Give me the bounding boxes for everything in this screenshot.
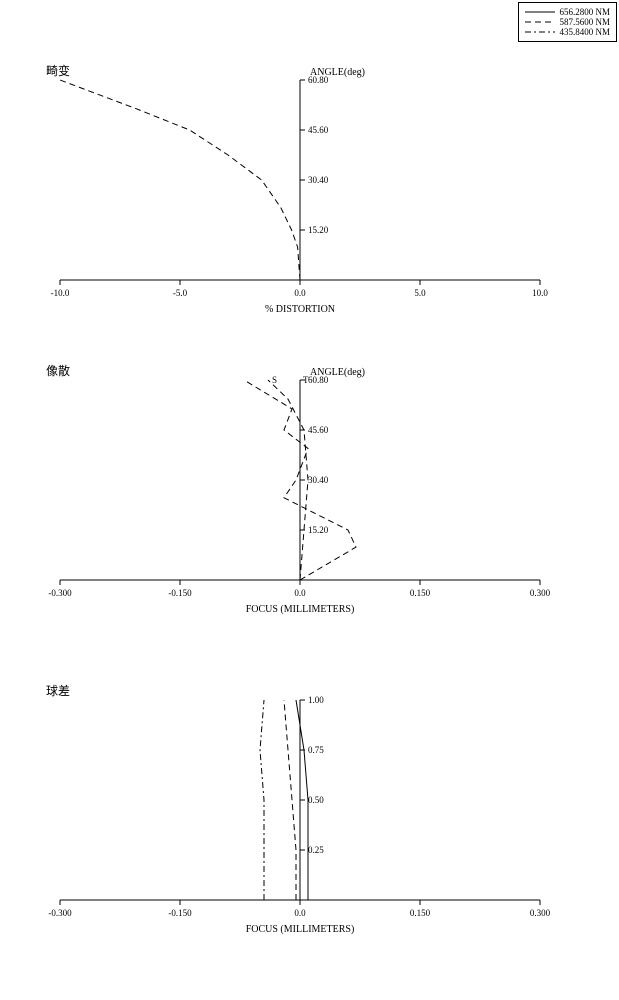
- svg-text:60.80: 60.80: [308, 75, 329, 85]
- astigmatism-chart: 像散ANGLE(deg)ST15.2030.4045.6060.80-0.300…: [10, 350, 610, 635]
- svg-text:畸变: 畸变: [46, 63, 70, 78]
- svg-text:FOCUS (MILLIMETERS): FOCUS (MILLIMETERS): [246, 924, 355, 935]
- svg-text:% DISTORTION: % DISTORTION: [265, 304, 335, 315]
- svg-text:0.0: 0.0: [294, 288, 306, 298]
- svg-text:-5.0: -5.0: [173, 288, 188, 298]
- svg-text:60.80: 60.80: [308, 375, 329, 385]
- svg-text:0.0: 0.0: [294, 588, 306, 598]
- svg-text:15.20: 15.20: [308, 525, 329, 535]
- svg-text:5.0: 5.0: [414, 288, 426, 298]
- svg-text:0.0: 0.0: [294, 908, 306, 918]
- svg-text:0.300: 0.300: [530, 588, 551, 598]
- svg-text:0.50: 0.50: [308, 795, 324, 805]
- svg-text:像散: 像散: [46, 363, 70, 378]
- svg-text:1.00: 1.00: [308, 695, 324, 705]
- svg-text:0.25: 0.25: [308, 845, 324, 855]
- spherical-aberration-chart: 球差 0.25 0.50 0.75 1.00 -0.300 -0.150 0.0 0.150 0.…: [10, 670, 610, 955]
- distortion-chart: 畸变ANGLE(deg)15.2030.4045.6060.80-10.0-5.…: [10, 50, 610, 335]
- svg-text:45.60: 45.60: [308, 425, 329, 435]
- svg-text:45.60: 45.60: [308, 125, 329, 135]
- svg-text:0.75: 0.75: [308, 745, 324, 755]
- svg-text:-0.300: -0.300: [48, 908, 72, 918]
- svg-text:FOCUS (MILLIMETERS): FOCUS (MILLIMETERS): [246, 604, 355, 615]
- svg-text:-10.0: -10.0: [51, 288, 70, 298]
- svg-text:-0.150: -0.150: [168, 588, 192, 598]
- svg-text:15.20: 15.20: [308, 225, 329, 235]
- svg-text:10.0: 10.0: [532, 288, 548, 298]
- svg-text:0.150: 0.150: [410, 588, 431, 598]
- svg-text:30.40: 30.40: [308, 175, 329, 185]
- svg-text:S: S: [272, 375, 277, 385]
- svg-text:0.150: 0.150: [410, 908, 431, 918]
- svg-text:-0.300: -0.300: [48, 588, 72, 598]
- svg-text:-0.150: -0.150: [168, 908, 192, 918]
- svg-text:球差: 球差: [46, 684, 70, 698]
- chart-grid: 球差 0.25 0.50 0.75 1.00 -0.300 -0.150 0.0 0.150 0.…: [10, 10, 609, 990]
- svg-text:30.40: 30.40: [308, 475, 329, 485]
- svg-text:0.300: 0.300: [530, 908, 551, 918]
